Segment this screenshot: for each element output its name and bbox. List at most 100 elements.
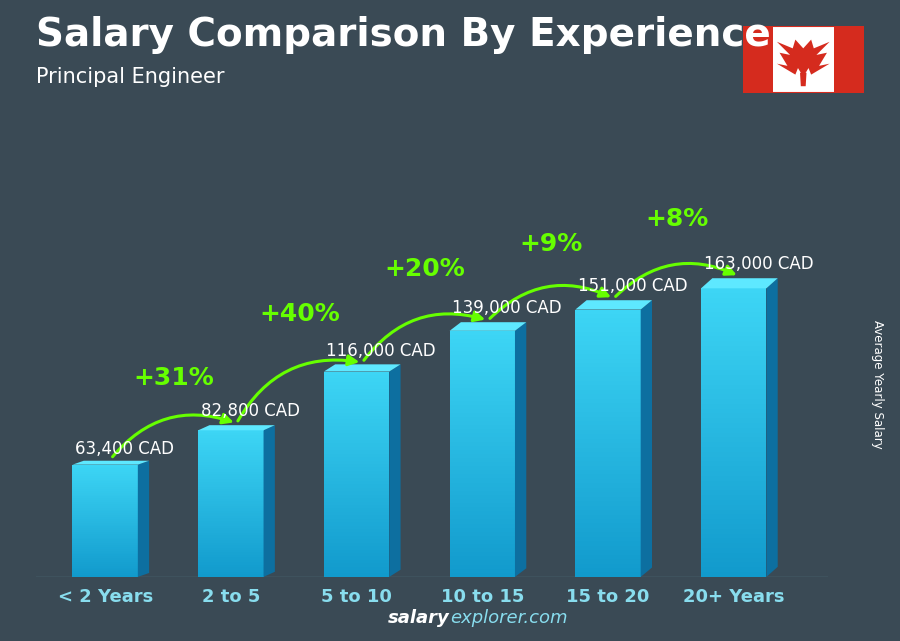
- Bar: [324, 567, 390, 570]
- Bar: [198, 472, 264, 474]
- Bar: [198, 562, 264, 565]
- Bar: [701, 413, 767, 418]
- Bar: [450, 515, 515, 519]
- Bar: [324, 437, 390, 440]
- Bar: [198, 555, 264, 558]
- Bar: [73, 524, 138, 526]
- Bar: [701, 548, 767, 553]
- Bar: [324, 450, 390, 454]
- Bar: [575, 465, 641, 470]
- Bar: [324, 423, 390, 426]
- Bar: [450, 569, 515, 573]
- Bar: [575, 501, 641, 506]
- Bar: [575, 439, 641, 443]
- Bar: [575, 474, 641, 479]
- Polygon shape: [701, 278, 778, 288]
- Bar: [450, 347, 515, 351]
- Bar: [575, 492, 641, 497]
- Bar: [701, 495, 767, 500]
- Bar: [198, 545, 264, 547]
- Bar: [575, 399, 641, 403]
- Bar: [324, 382, 390, 385]
- Bar: [198, 533, 264, 535]
- Bar: [575, 510, 641, 515]
- Bar: [73, 485, 138, 487]
- Bar: [450, 368, 515, 372]
- Bar: [324, 549, 390, 553]
- Bar: [575, 323, 641, 328]
- Bar: [575, 381, 641, 385]
- Bar: [450, 433, 515, 437]
- Bar: [701, 471, 767, 476]
- FancyArrowPatch shape: [238, 356, 356, 421]
- Bar: [73, 510, 138, 512]
- Bar: [198, 494, 264, 496]
- Bar: [742, 26, 773, 93]
- Bar: [73, 547, 138, 549]
- Bar: [198, 511, 264, 513]
- Bar: [450, 470, 515, 474]
- FancyArrowPatch shape: [112, 414, 230, 457]
- Bar: [198, 526, 264, 528]
- Bar: [701, 529, 767, 533]
- Bar: [833, 26, 864, 93]
- Bar: [450, 339, 515, 343]
- Bar: [198, 543, 264, 545]
- Bar: [198, 513, 264, 516]
- Bar: [701, 337, 767, 341]
- Bar: [575, 363, 641, 367]
- Polygon shape: [515, 322, 526, 577]
- Text: salary: salary: [388, 609, 450, 627]
- Bar: [73, 558, 138, 560]
- Text: 63,400 CAD: 63,400 CAD: [75, 440, 174, 458]
- Bar: [575, 319, 641, 323]
- Bar: [73, 474, 138, 476]
- Bar: [73, 543, 138, 545]
- Bar: [701, 293, 767, 298]
- Bar: [73, 467, 138, 469]
- Bar: [575, 443, 641, 447]
- Bar: [701, 356, 767, 360]
- Bar: [198, 538, 264, 540]
- Bar: [73, 534, 138, 536]
- Bar: [701, 312, 767, 317]
- Bar: [701, 428, 767, 433]
- Bar: [73, 478, 138, 479]
- Bar: [73, 497, 138, 498]
- Polygon shape: [800, 73, 806, 87]
- Bar: [324, 485, 390, 488]
- Bar: [575, 314, 641, 319]
- Bar: [198, 454, 264, 457]
- Bar: [575, 358, 641, 363]
- Bar: [324, 574, 390, 577]
- Bar: [701, 553, 767, 558]
- Bar: [73, 562, 138, 564]
- Bar: [324, 495, 390, 498]
- Bar: [73, 498, 138, 500]
- Bar: [575, 483, 641, 488]
- Bar: [701, 572, 767, 577]
- Bar: [198, 547, 264, 550]
- Bar: [198, 442, 264, 445]
- Bar: [450, 396, 515, 401]
- Polygon shape: [264, 425, 274, 577]
- Bar: [73, 564, 138, 565]
- Bar: [575, 310, 641, 314]
- Bar: [324, 556, 390, 560]
- Text: explorer.com: explorer.com: [450, 609, 568, 627]
- Bar: [701, 485, 767, 490]
- Bar: [575, 337, 641, 341]
- Bar: [701, 567, 767, 572]
- Bar: [198, 499, 264, 501]
- Bar: [198, 457, 264, 460]
- Bar: [198, 462, 264, 465]
- Bar: [324, 416, 390, 419]
- Bar: [198, 440, 264, 442]
- Bar: [324, 515, 390, 519]
- Bar: [701, 331, 767, 337]
- Bar: [324, 560, 390, 563]
- Bar: [575, 568, 641, 572]
- Bar: [198, 489, 264, 492]
- Bar: [450, 560, 515, 565]
- Bar: [324, 553, 390, 556]
